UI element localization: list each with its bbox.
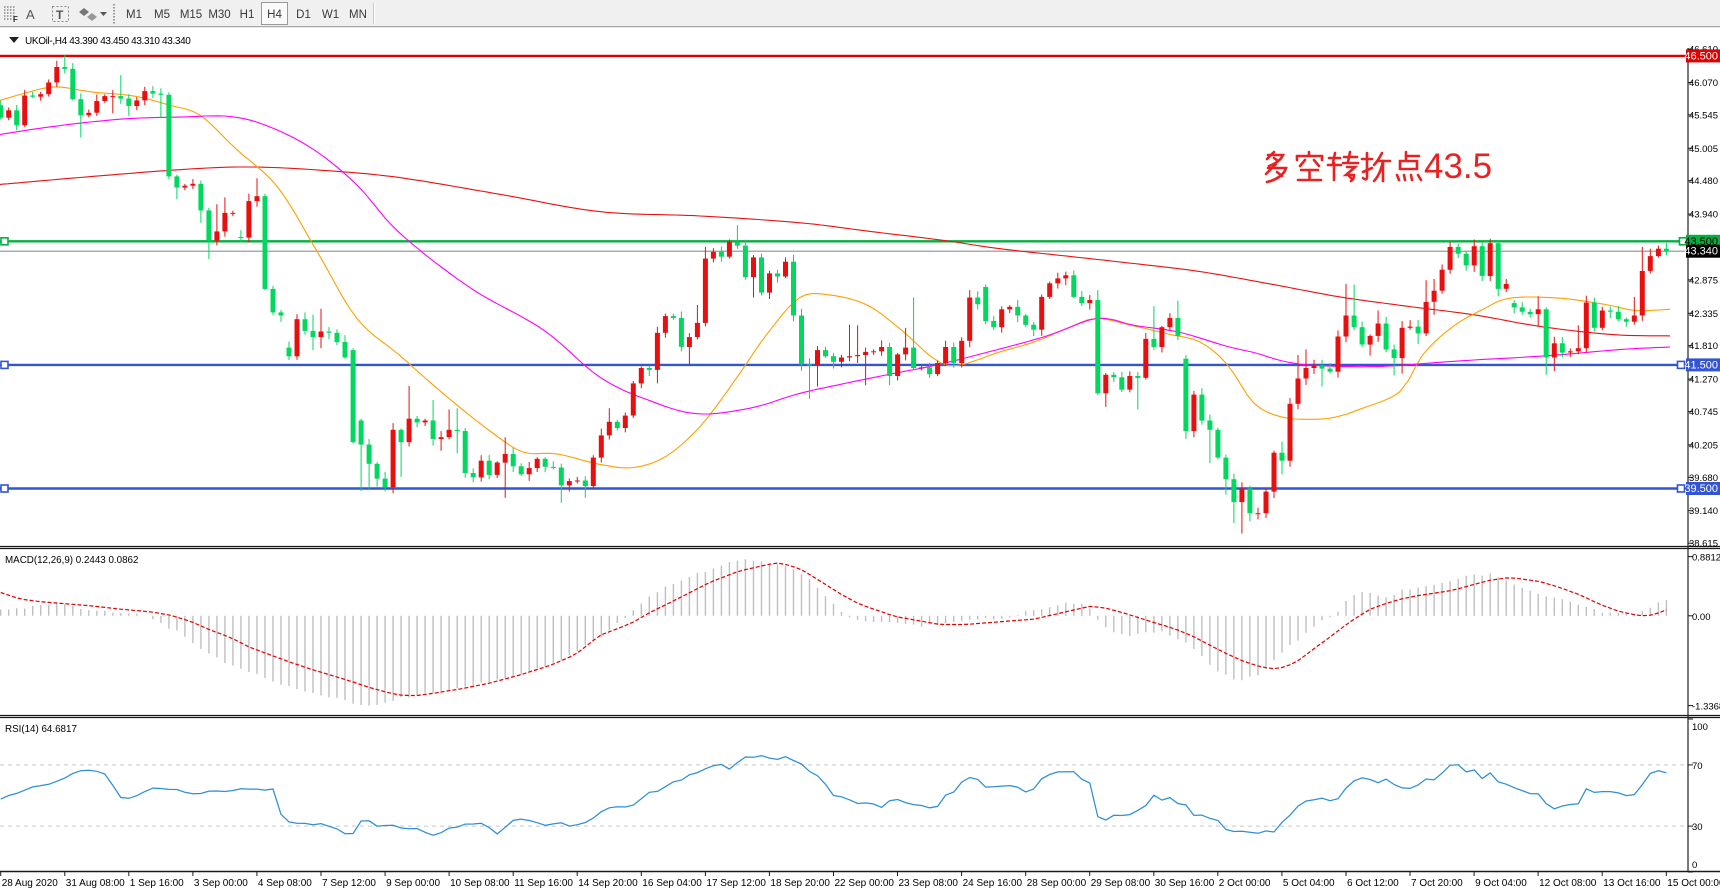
svg-text:A: A xyxy=(26,7,35,22)
svg-text:45.545: 45.545 xyxy=(1689,110,1718,121)
svg-text:43.5: 43.5 xyxy=(1424,147,1492,186)
svg-text:10 Sep 08:00: 10 Sep 08:00 xyxy=(450,878,510,889)
svg-text:6 Oct 12:00: 6 Oct 12:00 xyxy=(1347,878,1399,889)
svg-text:40.205: 40.205 xyxy=(1689,440,1718,451)
svg-text:39.500: 39.500 xyxy=(1684,483,1718,495)
svg-text:3 Sep 00:00: 3 Sep 00:00 xyxy=(194,878,248,889)
svg-text:RSI(14) 64.6817: RSI(14) 64.6817 xyxy=(5,724,77,735)
svg-text:38.615: 38.615 xyxy=(1689,539,1718,550)
svg-text:M30: M30 xyxy=(208,9,230,21)
svg-text:2 Oct 00:00: 2 Oct 00:00 xyxy=(1219,878,1271,889)
svg-text:-1.3368: -1.3368 xyxy=(1692,702,1720,713)
svg-text:11 Sep 16:00: 11 Sep 16:00 xyxy=(514,878,573,889)
svg-text:MN: MN xyxy=(349,9,367,21)
svg-text:18 Sep 20:00: 18 Sep 20:00 xyxy=(770,878,830,889)
svg-text:0.8812: 0.8812 xyxy=(1692,553,1720,564)
svg-text:41.810: 41.810 xyxy=(1689,341,1718,352)
svg-text:39.140: 39.140 xyxy=(1689,506,1718,517)
svg-text:44.480: 44.480 xyxy=(1689,176,1718,187)
svg-text:9 Sep 00:00: 9 Sep 00:00 xyxy=(386,878,440,889)
svg-text:30 Sep 16:00: 30 Sep 16:00 xyxy=(1155,878,1215,889)
svg-text:W1: W1 xyxy=(322,9,339,21)
svg-text:D1: D1 xyxy=(296,9,311,21)
svg-text:5 Oct 04:00: 5 Oct 04:00 xyxy=(1283,878,1335,889)
svg-text:42.875: 42.875 xyxy=(1689,275,1718,286)
svg-text:24 Sep 16:00: 24 Sep 16:00 xyxy=(963,878,1023,889)
svg-text:46.500: 46.500 xyxy=(1684,50,1718,62)
svg-text:4 Sep 08:00: 4 Sep 08:00 xyxy=(258,878,312,889)
svg-text:22 Sep 00:00: 22 Sep 00:00 xyxy=(835,878,895,889)
svg-text:F: F xyxy=(13,15,18,24)
svg-text:17 Sep 12:00: 17 Sep 12:00 xyxy=(706,878,766,889)
svg-text:0.00: 0.00 xyxy=(1692,612,1711,623)
svg-text:M5: M5 xyxy=(154,9,170,21)
svg-text:7 Oct 20:00: 7 Oct 20:00 xyxy=(1411,878,1463,889)
svg-text:70: 70 xyxy=(1692,761,1703,772)
svg-text:UKOil-,H4 43.390 43.450 43.31: UKOil-,H4 43.390 43.450 43.310 43.340 xyxy=(25,36,191,47)
svg-text:7 Sep 12:00: 7 Sep 12:00 xyxy=(322,878,376,889)
svg-text:31 Aug 08:00: 31 Aug 08:00 xyxy=(66,878,125,889)
svg-text:1 Sep 16:00: 1 Sep 16:00 xyxy=(130,878,184,889)
svg-text:12 Oct 08:00: 12 Oct 08:00 xyxy=(1539,878,1597,889)
svg-text:T: T xyxy=(56,8,64,22)
svg-text:41.500: 41.500 xyxy=(1684,359,1718,371)
svg-text:28 Sep 00:00: 28 Sep 00:00 xyxy=(1027,878,1087,889)
svg-text:42.335: 42.335 xyxy=(1689,309,1718,320)
svg-text:30: 30 xyxy=(1692,822,1703,833)
svg-text:43.340: 43.340 xyxy=(1684,246,1718,258)
svg-text:13 Oct 16:00: 13 Oct 16:00 xyxy=(1603,878,1661,889)
svg-text:45.005: 45.005 xyxy=(1689,144,1718,155)
svg-text:46.070: 46.070 xyxy=(1689,78,1718,89)
svg-text:41.270: 41.270 xyxy=(1689,375,1718,386)
svg-text:29 Sep 08:00: 29 Sep 08:00 xyxy=(1091,878,1151,889)
svg-text:MACD(12,26,9) 0.2443 0.0862: MACD(12,26,9) 0.2443 0.0862 xyxy=(5,555,138,566)
svg-text:H4: H4 xyxy=(267,9,282,21)
svg-text:M15: M15 xyxy=(180,9,202,21)
svg-text:16 Sep 04:00: 16 Sep 04:00 xyxy=(642,878,702,889)
svg-text:40.745: 40.745 xyxy=(1689,407,1718,418)
svg-text:9 Oct 04:00: 9 Oct 04:00 xyxy=(1475,878,1527,889)
svg-text:23 Sep 08:00: 23 Sep 08:00 xyxy=(899,878,959,889)
svg-text:0: 0 xyxy=(1692,860,1697,871)
svg-text:39.680: 39.680 xyxy=(1689,473,1718,484)
svg-text:H1: H1 xyxy=(240,9,255,21)
svg-text:100: 100 xyxy=(1692,722,1708,733)
svg-text:43.940: 43.940 xyxy=(1689,210,1718,221)
svg-text:M1: M1 xyxy=(126,9,142,21)
svg-text:28 Aug 2020: 28 Aug 2020 xyxy=(2,878,59,889)
svg-text:14 Sep 20:00: 14 Sep 20:00 xyxy=(578,878,638,889)
svg-text:15 Oct 00:00: 15 Oct 00:00 xyxy=(1667,878,1720,889)
